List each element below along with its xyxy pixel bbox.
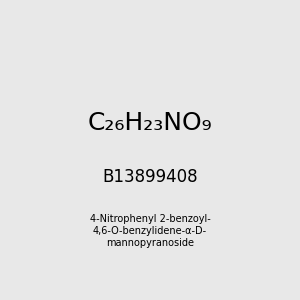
Text: B13899408: B13899408 [102, 168, 198, 186]
Text: 4-Nitrophenyl 2-benzoyl-
4,6-O-benzylidene-α-D-
mannopyranoside: 4-Nitrophenyl 2-benzoyl- 4,6-O-benzylide… [90, 214, 210, 248]
Text: C₂₆H₂₃NO₉: C₂₆H₂₃NO₉ [88, 111, 212, 135]
